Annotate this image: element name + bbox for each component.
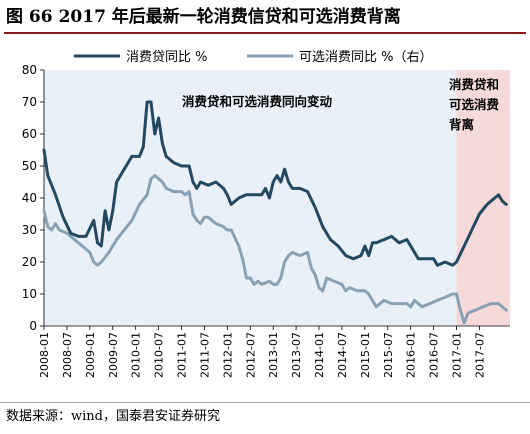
y-tick-label: 20 (22, 255, 37, 269)
series-line-consumer-loan (42, 100, 508, 267)
x-tick-label: 2014-01 (313, 332, 326, 378)
figure-title: 图 66 2017 年后最新一轮消费信贷和可选消费背离 (6, 4, 526, 30)
y-axis-left: 0 10 20 30 40 50 60 70 80 (22, 63, 44, 333)
figure-label: 图 66 (6, 7, 53, 27)
annotation-divergence-line-1: 消费贷和 (449, 77, 499, 92)
x-tick-label: 2010-01 (130, 332, 143, 378)
annotation-divergence-line-2: 可选消费 (449, 97, 500, 112)
y-tick-label: 80 (22, 63, 37, 77)
x-tick-label: 2011-07 (198, 332, 211, 378)
y-tick-label: 30 (22, 223, 37, 237)
annotation-divergence: 消费贷和 可选消费 背离 (449, 77, 500, 132)
x-axis: 2008-01 2008-07 2009-01 2009-07 2010-01 2010-… (38, 326, 486, 378)
legend-label-consumer-loan: 消费贷同比 % (126, 50, 208, 65)
x-tick-label: 2011-01 (176, 332, 189, 378)
x-tick-label: 2012-07 (244, 332, 257, 378)
y-tick-label: 0 (29, 319, 37, 333)
x-tick-label: 2008-01 (38, 332, 51, 378)
x-tick-label: 2015-01 (359, 332, 372, 378)
title-rule (4, 32, 526, 34)
x-tick-label: 2012-01 (221, 332, 234, 378)
y-tick-label: 50 (22, 159, 37, 173)
x-tick-label: 2013-01 (267, 332, 280, 378)
x-tick-label: 2016-07 (428, 332, 441, 378)
y-tick-label: 10 (22, 287, 37, 301)
x-tick-label: 2015-07 (382, 332, 395, 378)
annotation-same-direction: 消费贷和可选消费同向变动 (182, 94, 333, 109)
figure-title-text: 2017 年后最新一轮消费信贷和可选消费背离 (58, 7, 401, 27)
x-tick-label: 2008-07 (61, 332, 74, 378)
legend-label-discretionary: 可选消费同比 %（右） (299, 50, 433, 65)
annotation-divergence-line-3: 背离 (449, 117, 474, 132)
x-tick-label: 2016-01 (405, 332, 418, 378)
y-tick-label: 60 (22, 127, 37, 141)
x-tick-label: 2017-01 (451, 332, 464, 378)
legend: 消费贷同比 % 可选消费同比 %（右） (74, 50, 433, 65)
source-note: 数据来源：wind，国泰君安证券研究 (0, 402, 530, 434)
x-tick-label: 2013-07 (290, 332, 303, 378)
x-tick-label: 2014-07 (336, 332, 349, 378)
x-tick-label: 2017-07 (473, 332, 486, 378)
x-tick-label: 2010-07 (153, 332, 166, 378)
y-tick-label: 70 (22, 95, 37, 109)
series-line-discretionary (42, 174, 508, 325)
x-tick-label: 2009-07 (107, 332, 120, 378)
x-tick-label: 2009-01 (84, 332, 97, 378)
y-tick-label: 40 (22, 191, 37, 205)
